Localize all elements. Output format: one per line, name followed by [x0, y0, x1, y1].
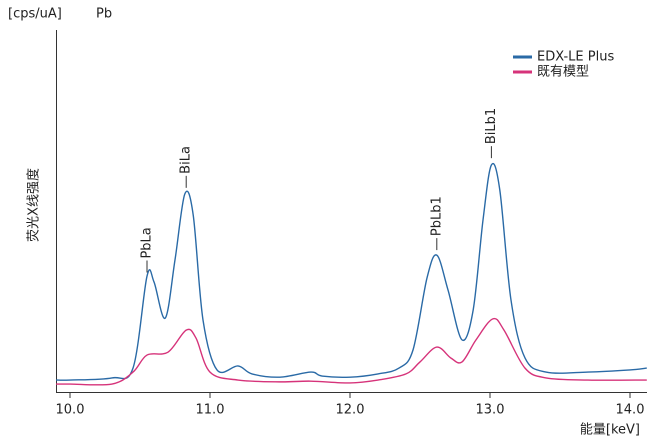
x-tick-label: 14.0: [616, 403, 645, 418]
annotation-label: BiLb1: [484, 108, 499, 144]
x-tick-label: 12.0: [336, 403, 365, 418]
unit-label: [cps/uA]: [8, 7, 62, 22]
annotation-label: BiLa: [179, 146, 194, 174]
x-tick-label: 13.0: [476, 403, 505, 418]
y-axis-label: 荧光X线强度: [26, 168, 42, 242]
annotation-label: PbLa: [140, 227, 155, 258]
legend-label: EDX-LE Plus: [537, 50, 614, 65]
legend-label: 既有模型: [537, 65, 589, 80]
element-label: Pb: [96, 7, 112, 22]
x-axis-label: 能量[keV]: [580, 423, 640, 438]
spectrum-line: [55, 162, 647, 381]
x-tick-label: 11.0: [196, 403, 225, 418]
annotation-label: PbLb1: [429, 196, 444, 236]
spectrum-line: [56, 317, 647, 386]
x-tick-label: 10.0: [56, 403, 85, 418]
